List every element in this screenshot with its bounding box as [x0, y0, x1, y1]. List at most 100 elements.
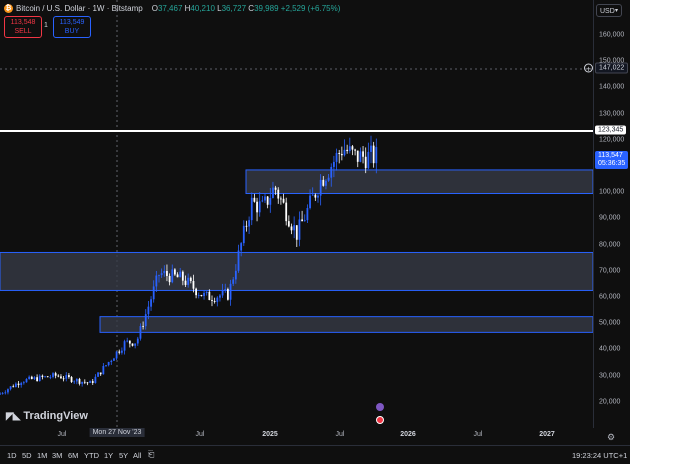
candle-body: [102, 366, 105, 375]
candle-body: [234, 270, 237, 280]
candle-body: [301, 219, 303, 222]
candle-body: [176, 274, 179, 278]
time-tick-label: Jul: [473, 431, 483, 438]
candle-body: [248, 220, 250, 227]
candle-body: [203, 292, 205, 297]
price-tick-label: 30,000: [599, 372, 621, 380]
candle-body: [205, 291, 208, 293]
timeframe-button-1m[interactable]: 1M: [37, 451, 48, 460]
support-zone: [0, 251, 594, 291]
candle-body: [293, 225, 296, 231]
candle-body: [49, 376, 52, 378]
candle-body: [219, 295, 221, 298]
chevron-down-icon: ▾: [614, 8, 618, 14]
sell-button[interactable]: 113,548 SELL: [4, 16, 42, 38]
timeframe-button-5y[interactable]: 5Y: [119, 451, 129, 460]
timeframe-button-1y[interactable]: 1Y: [104, 451, 114, 460]
candle-body: [309, 195, 311, 209]
candle-body: [110, 360, 113, 363]
support-zone: [99, 316, 594, 333]
candle-body: [168, 275, 171, 283]
utc-clock[interactable]: 19:23:24 UTC+1: [572, 451, 628, 460]
timeframe-button-1d[interactable]: 1D: [7, 451, 17, 460]
price-tick-label: 90,000: [599, 214, 621, 222]
candle-body: [99, 372, 102, 375]
candle-body: [152, 286, 155, 300]
bottom-toolbar: 1D 5D 1M 3M 6M YTD 1Y 5Y All ⎗ 19:23:24 UTC+1: [0, 445, 630, 464]
candle-body: [303, 220, 306, 222]
price-tick-label: 40,000: [599, 345, 621, 353]
calendar-range-icon[interactable]: ⎗: [148, 450, 155, 459]
candle-body: [213, 300, 216, 302]
candle-body: [269, 197, 272, 205]
candle-body: [126, 340, 129, 342]
price-chart[interactable]: [0, 0, 630, 464]
candle-body: [118, 351, 121, 353]
candle-body: [298, 219, 301, 240]
timeframe-button-all[interactable]: All: [133, 451, 142, 460]
candle-body: [362, 151, 364, 157]
level-price-tag: 123,345: [595, 125, 627, 135]
candle-body: [89, 381, 91, 383]
candle-body: [134, 343, 137, 346]
candle-body: [144, 314, 147, 327]
crosshair-date-tag: Mon 27 Nov '23: [89, 428, 145, 437]
candle-body: [221, 290, 224, 296]
candle-body: [123, 341, 126, 351]
timeframe-button-6m[interactable]: 6M: [68, 451, 79, 460]
support-zone: [245, 169, 594, 195]
buy-button[interactable]: 113,549 BUY: [53, 16, 91, 38]
candle-body: [0, 393, 1, 395]
symbol-title[interactable]: Bitcoin / U.S. Dollar · 1W · Bitstamp: [16, 4, 143, 13]
candle-body: [4, 392, 7, 394]
candle-body: [128, 340, 131, 344]
candle-body: [340, 153, 343, 156]
candle-body: [12, 386, 15, 388]
candle-body: [17, 383, 20, 386]
candle-body: [25, 379, 28, 383]
candle-body: [139, 326, 142, 339]
candle-body: [22, 382, 25, 384]
crosshair-price-tag: 147,022: [595, 62, 629, 74]
price-axis-divider: [593, 0, 594, 428]
candle-body: [83, 381, 86, 383]
axis-settings-icon[interactable]: ⚙: [607, 432, 616, 442]
candle-body: [44, 376, 46, 378]
tradingview-logo[interactable]: ◤◣ TradingView: [6, 410, 88, 422]
candle-body: [250, 197, 253, 221]
price-tick-label: 80,000: [599, 241, 621, 249]
candle-body: [261, 200, 264, 202]
candle-body: [287, 221, 290, 227]
candle-body: [325, 180, 327, 186]
candle-body: [1, 393, 4, 394]
candle-body: [184, 280, 187, 285]
time-tick-label: Jul: [195, 431, 205, 438]
tradingview-mark-icon: ◤◣: [6, 410, 20, 422]
candle-body: [179, 271, 182, 278]
last-price: 113,547: [598, 152, 623, 159]
candle-body: [105, 365, 107, 367]
candle-body: [338, 152, 341, 154]
timeframe-button-ytd[interactable]: YTD: [84, 451, 99, 460]
candle-body: [160, 273, 163, 276]
candle-body: [41, 375, 44, 378]
earnings-marker-icon[interactable]: [376, 416, 384, 424]
candle-body: [330, 166, 333, 178]
candle-body: [142, 326, 144, 327]
timeframe-button-3m[interactable]: 3M: [52, 451, 63, 460]
candle-body: [351, 146, 354, 150]
candle-body: [97, 372, 99, 377]
candle-body: [229, 283, 232, 300]
price-tick-label: 20,000: [599, 398, 621, 406]
candle-body: [91, 381, 94, 383]
event-marker-icon[interactable]: [376, 403, 384, 411]
candle-body: [211, 300, 213, 301]
candle-body: [274, 187, 277, 190]
candle-body: [224, 289, 227, 291]
currency-select[interactable]: USD ▾: [596, 4, 622, 17]
candle-body: [115, 351, 118, 359]
candle-body: [343, 149, 346, 156]
timeframe-button-5d[interactable]: 5D: [22, 451, 32, 460]
candle-body: [322, 179, 325, 186]
add-alert-icon[interactable]: +: [584, 63, 593, 74]
